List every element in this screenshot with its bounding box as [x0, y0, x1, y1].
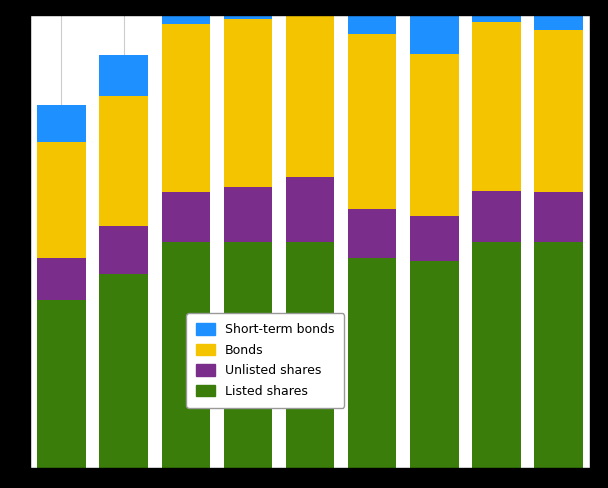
Bar	[162, 192, 210, 242]
Bar	[99, 226, 148, 274]
Bar	[162, 242, 210, 468]
Bar	[410, 54, 458, 216]
Bar	[37, 105, 86, 142]
Bar	[348, 209, 396, 259]
Bar	[348, 34, 396, 209]
Bar	[472, 0, 521, 22]
Bar	[99, 55, 148, 96]
Bar	[224, 0, 272, 19]
Bar	[162, 0, 210, 24]
Bar	[410, 261, 458, 468]
Bar	[224, 187, 272, 242]
Bar	[162, 24, 210, 192]
Bar	[534, 192, 583, 242]
Bar	[37, 300, 86, 468]
Bar	[534, 242, 583, 468]
Bar	[224, 19, 272, 187]
Bar	[472, 242, 521, 468]
Bar	[348, 259, 396, 468]
Bar	[472, 22, 521, 191]
Bar	[472, 191, 521, 242]
Bar	[348, 0, 396, 34]
Bar	[410, 216, 458, 261]
Bar	[37, 259, 86, 300]
Bar	[286, 1, 334, 177]
Bar	[99, 96, 148, 226]
Legend: Short-term bonds, Bonds, Unlisted shares, Listed shares: Short-term bonds, Bonds, Unlisted shares…	[186, 313, 345, 408]
Bar	[286, 0, 334, 1]
Bar	[410, 13, 458, 54]
Bar	[534, 30, 583, 192]
Bar	[286, 177, 334, 242]
Bar	[534, 0, 583, 30]
Bar	[224, 242, 272, 468]
Bar	[99, 274, 148, 468]
Bar	[37, 142, 86, 259]
Bar	[286, 242, 334, 468]
